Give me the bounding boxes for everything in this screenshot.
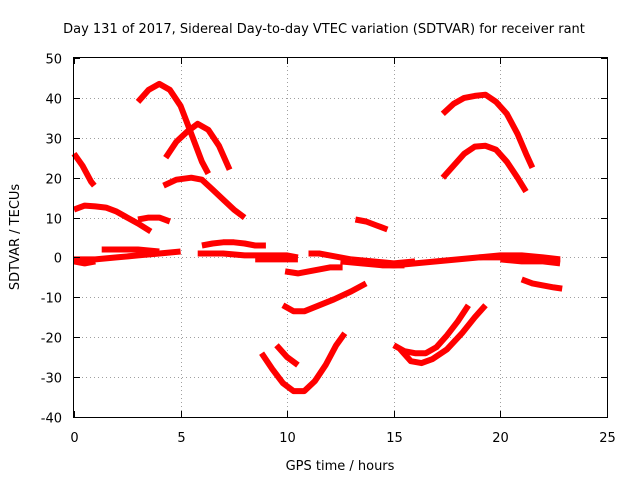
- y-tick-label: 10: [45, 213, 62, 228]
- series-line: [201, 239, 266, 249]
- series-line: [72, 202, 153, 235]
- plot-frame: [73, 57, 608, 418]
- series-line: [197, 250, 299, 261]
- series-line: [397, 303, 488, 367]
- series-line: [162, 174, 247, 221]
- series-line: [478, 252, 561, 263]
- series-line: [163, 120, 233, 171]
- series-line: [259, 331, 348, 395]
- series-line: [392, 303, 471, 357]
- axis-ticks: 0 5 10 15 20 25 -40 -30 -20 -10 0 10 20 30 40 50: [41, 53, 616, 447]
- x-tick-label: 15: [386, 431, 403, 446]
- x-tick-label: 10: [279, 431, 296, 446]
- y-tick-label: -30: [41, 372, 62, 387]
- y-tick-label: 0: [54, 252, 62, 267]
- series-line: [440, 142, 529, 194]
- x-tick-label: 25: [599, 431, 616, 446]
- y-tick-label: 50: [45, 53, 62, 68]
- x-tick-label: 20: [492, 431, 509, 446]
- y-tick-label: 30: [45, 133, 62, 148]
- series-line: [350, 256, 416, 267]
- series-line: [354, 216, 389, 233]
- series-line: [520, 276, 563, 292]
- y-tick-label: -20: [41, 332, 62, 347]
- series-line: [71, 151, 97, 188]
- series-line: [101, 246, 160, 255]
- y-tick-label: 20: [45, 173, 62, 188]
- series-line: [74, 248, 181, 263]
- x-axis-label: GPS time / hours: [286, 459, 395, 474]
- series-line: [274, 343, 300, 368]
- series-line: [73, 258, 96, 267]
- x-tick-label: 5: [177, 431, 185, 446]
- series-line: [308, 250, 352, 263]
- series-line: [135, 80, 211, 176]
- x-tick-label: 0: [70, 431, 78, 446]
- y-tick-label: -10: [41, 292, 62, 307]
- chart-title: Day 131 of 2017, Sidereal Day-to-day VTE…: [63, 22, 585, 37]
- series-line: [500, 256, 561, 267]
- series-line: [137, 214, 171, 225]
- plot-area: [71, 80, 563, 395]
- y-axis-label: SDTVAR / TECUs: [8, 184, 23, 291]
- series-line: [284, 264, 343, 277]
- series-line: [440, 91, 536, 169]
- y-tick-label: -40: [41, 412, 62, 427]
- grid-lines: [74, 58, 607, 417]
- series-line: [281, 280, 368, 315]
- y-tick-label: 40: [45, 93, 62, 108]
